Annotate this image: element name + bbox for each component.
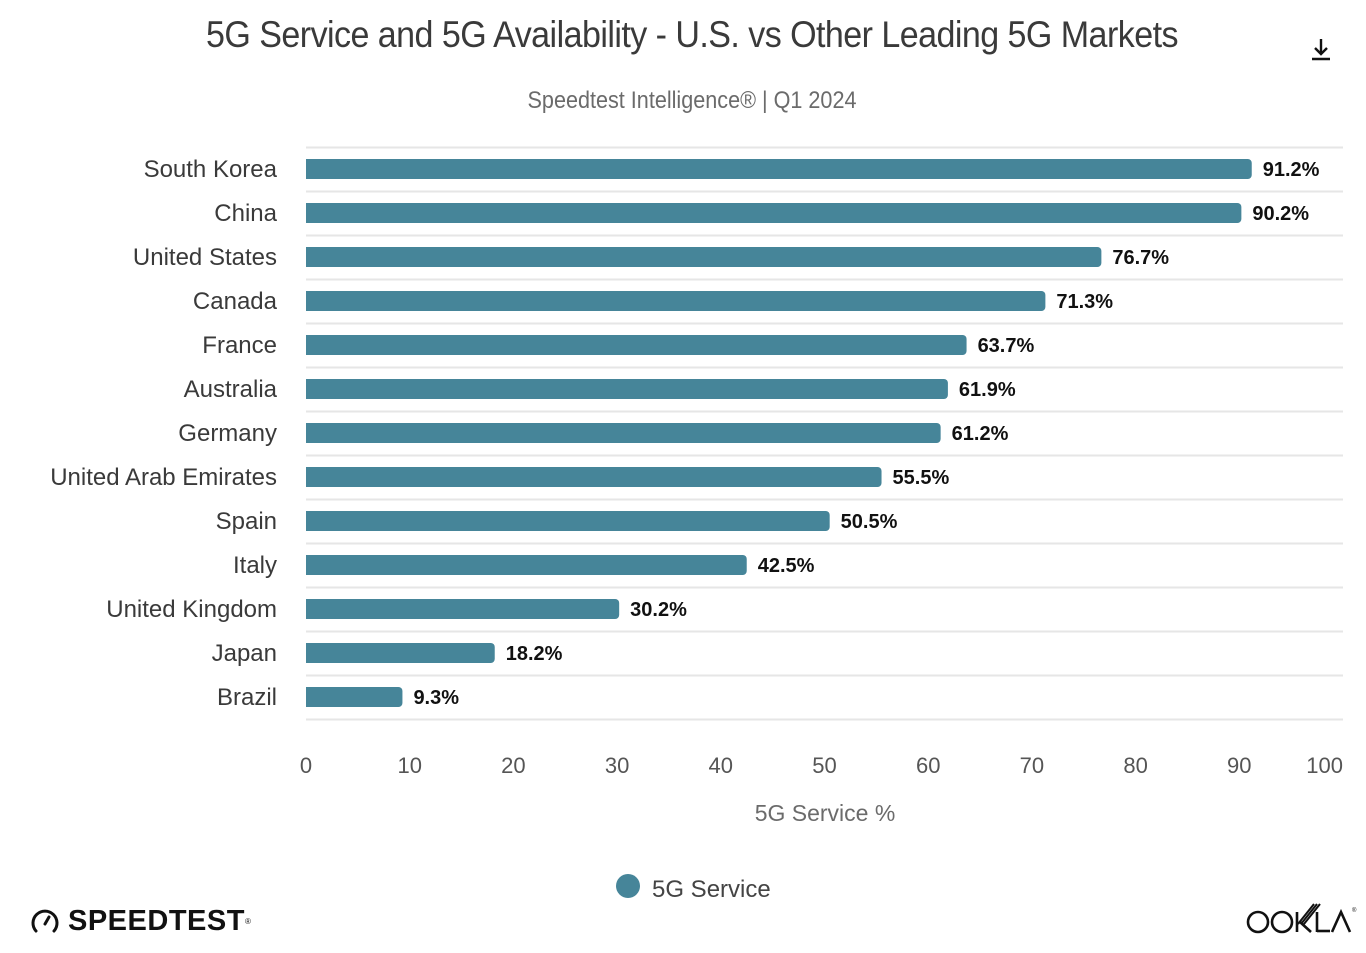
category-label: United Arab Emirates: [50, 464, 277, 491]
bar[interactable]: [306, 159, 1252, 179]
bar[interactable]: [306, 511, 830, 531]
category-label: United Kingdom: [106, 596, 277, 623]
category-label: France: [202, 332, 277, 359]
gridlines: [306, 146, 1343, 721]
value-label: 71.3%: [1056, 291, 1113, 313]
speedometer-icon: [31, 909, 59, 933]
bar[interactable]: [306, 423, 941, 443]
category-label: South Korea: [144, 156, 278, 183]
category-labels: South Korea China United States Canada Franc…: [50, 156, 277, 711]
legend[interactable]: 5G Service: [616, 874, 771, 903]
x-tick-label: 90: [1227, 753, 1251, 778]
bar[interactable]: [306, 599, 620, 619]
category-label: Germany: [178, 420, 277, 447]
speedtest-wordmark: SPEEDTEST: [68, 904, 245, 937]
bar[interactable]: [306, 203, 1242, 223]
value-label: 9.3%: [413, 687, 459, 709]
x-tick-label: 60: [916, 753, 940, 778]
value-label: 30.2%: [630, 599, 687, 621]
category-label: China: [214, 200, 277, 227]
category-label: Italy: [233, 552, 277, 579]
x-axis-ticks: 0 10 20 30 40 50 60 70 80 90 100: [300, 753, 1343, 778]
bar[interactable]: [306, 335, 967, 355]
ookla-logo-mark: ®: [1246, 903, 1357, 934]
value-label: 63.7%: [978, 335, 1035, 357]
category-label: Japan: [212, 640, 277, 667]
x-axis-title: 5G Service %: [755, 800, 896, 826]
download-icon: [1312, 39, 1330, 61]
x-tick-label: 10: [397, 753, 421, 778]
chart-subtitle: Speedtest Intelligence® | Q1 2024: [527, 87, 857, 114]
bar[interactable]: [306, 467, 882, 487]
legend-marker: [616, 874, 640, 898]
svg-text:®: ®: [1352, 907, 1357, 914]
bar[interactable]: [306, 247, 1102, 267]
chart-title: 5G Service and 5G Availability - U.S. vs…: [206, 14, 1178, 55]
bar[interactable]: [306, 643, 495, 663]
category-label: Australia: [184, 376, 278, 403]
bar[interactable]: [306, 379, 948, 399]
x-tick-label: 80: [1123, 753, 1147, 778]
bars: [306, 159, 1252, 707]
value-labels: 91.2% 90.2% 76.7% 71.3% 63.7% 61.9% 61.2%55.5%…: [413, 159, 1319, 709]
legend-label: 5G Service: [652, 876, 771, 903]
x-tick-label: 70: [1020, 753, 1044, 778]
category-label: Spain: [216, 508, 277, 535]
x-tick-label: 40: [709, 753, 733, 778]
value-label: 50.5%: [841, 511, 898, 533]
bar[interactable]: [306, 291, 1046, 311]
bar[interactable]: [306, 687, 403, 707]
value-label: 90.2%: [1252, 203, 1309, 225]
category-label: Brazil: [217, 684, 277, 711]
value-label: 42.5%: [758, 555, 815, 577]
value-label: 61.2%: [952, 423, 1009, 445]
speedtest-logo: SPEEDTEST ®: [28, 903, 251, 939]
x-tick-label: 0: [300, 753, 312, 778]
ookla-logo: ®: [1246, 900, 1358, 945]
value-label: 91.2%: [1263, 159, 1320, 181]
x-tick-label: 100: [1306, 753, 1343, 778]
bar[interactable]: [306, 555, 747, 575]
value-label: 61.9%: [959, 379, 1016, 401]
value-label: 76.7%: [1112, 247, 1169, 269]
x-tick-label: 30: [605, 753, 629, 778]
download-button[interactable]: [1306, 34, 1336, 64]
x-tick-label: 50: [812, 753, 836, 778]
category-label: United States: [133, 244, 277, 271]
value-label: 18.2%: [506, 643, 563, 665]
x-tick-label: 20: [501, 753, 525, 778]
category-label: Canada: [193, 288, 278, 315]
value-label: 55.5%: [893, 467, 950, 489]
